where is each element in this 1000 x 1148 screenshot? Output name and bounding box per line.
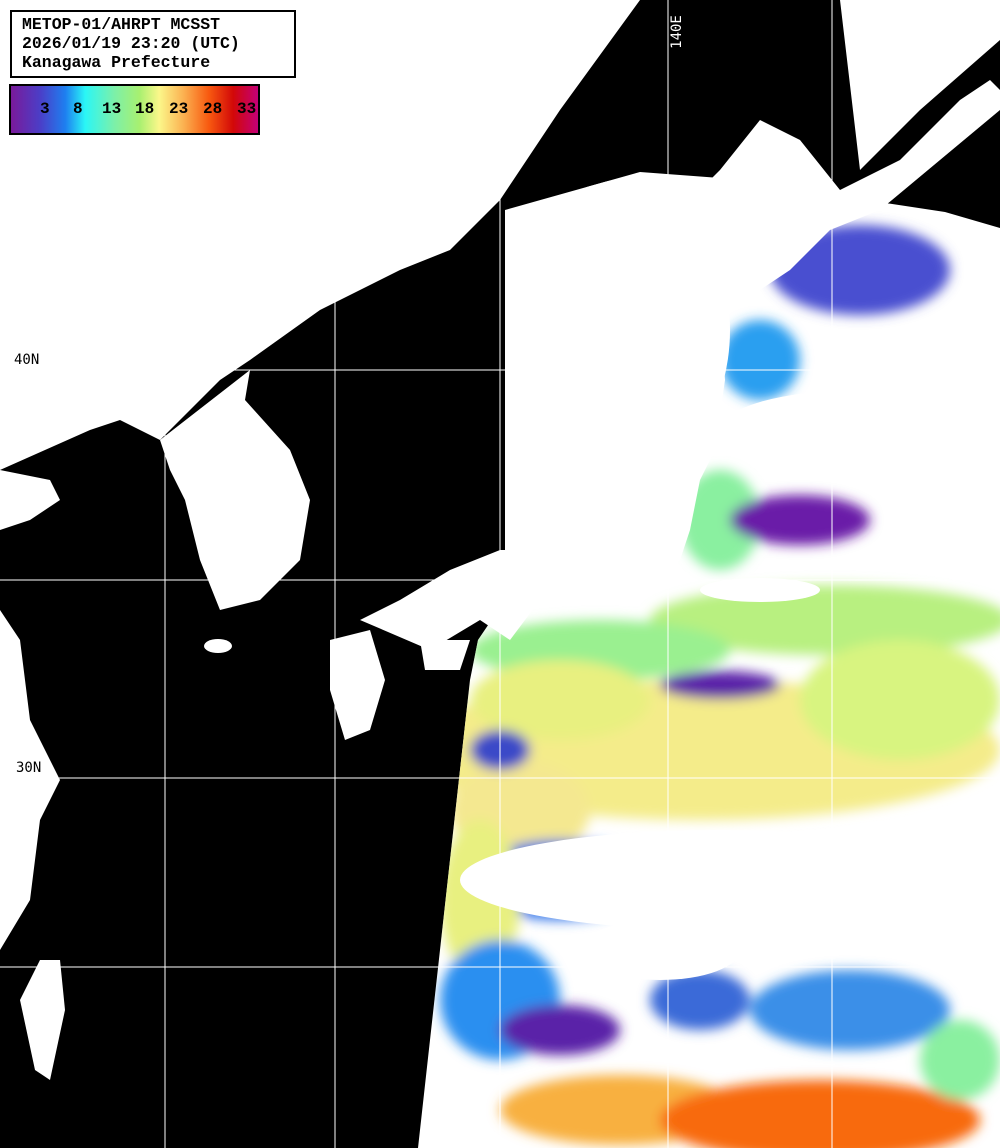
cloud-cover (460, 180, 1000, 980)
color-scale-legend: 3 8 13 18 23 28 33 (9, 84, 260, 135)
scale-tick: 13 (102, 100, 122, 118)
scale-tick: 3 (40, 100, 50, 118)
satellite-product: METOP-01/AHRPT MCSST (22, 15, 221, 34)
scale-tick: 23 (169, 100, 189, 118)
info-box: METOP-01/AHRPT MCSST 2026/01/19 23:20 (U… (10, 10, 296, 78)
scale-tick: 28 (203, 100, 223, 118)
land-kyushu (330, 630, 385, 740)
land-sakhalin-east (840, 0, 1000, 170)
land-island (398, 126, 422, 166)
land-china-coast (0, 470, 60, 530)
scale-tick: 33 (237, 100, 257, 118)
scale-tick: 8 (73, 100, 83, 118)
lon-label-140e: 140E (668, 15, 685, 49)
land-korea (160, 370, 310, 610)
lat-label-30n: 30N (16, 760, 42, 776)
land-taiwan (20, 960, 65, 1080)
land-hokkaido (690, 80, 1000, 290)
land-honshu (360, 300, 725, 650)
region-name: Kanagawa Prefecture (22, 53, 211, 72)
scale-tick: 18 (135, 100, 155, 118)
land-shikoku (420, 640, 470, 670)
land-jeju (204, 639, 232, 653)
lat-label-40n: 40N (14, 352, 40, 368)
observation-time: 2026/01/19 23:20 (UTC) (22, 34, 240, 53)
land-china-east (0, 610, 60, 950)
